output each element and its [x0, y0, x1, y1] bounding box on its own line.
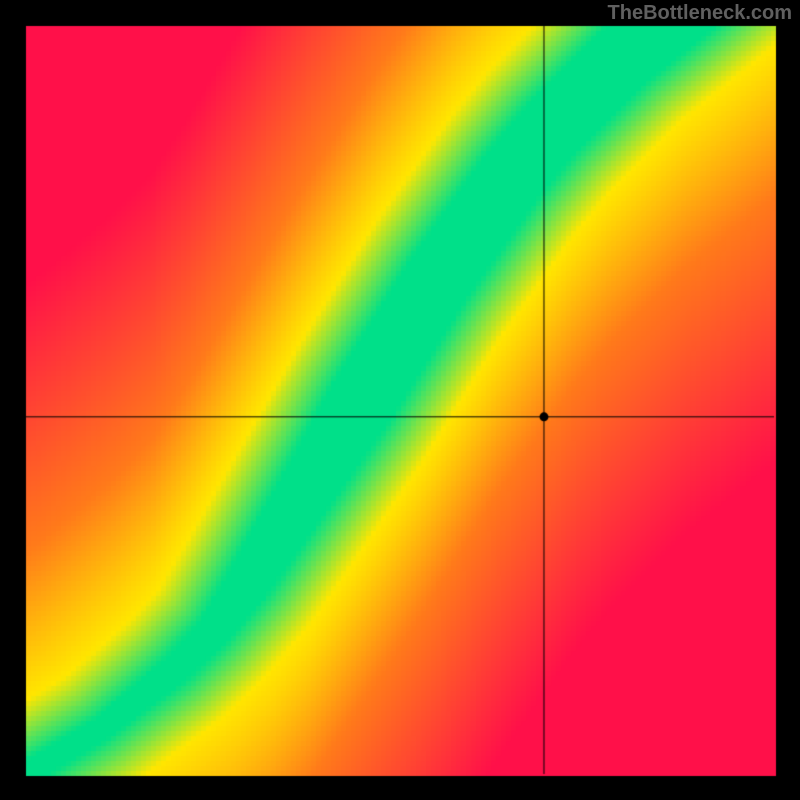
- chart-container: TheBottleneck.com: [0, 0, 800, 800]
- attribution-text: TheBottleneck.com: [608, 2, 792, 25]
- heatmap-canvas: [0, 0, 800, 800]
